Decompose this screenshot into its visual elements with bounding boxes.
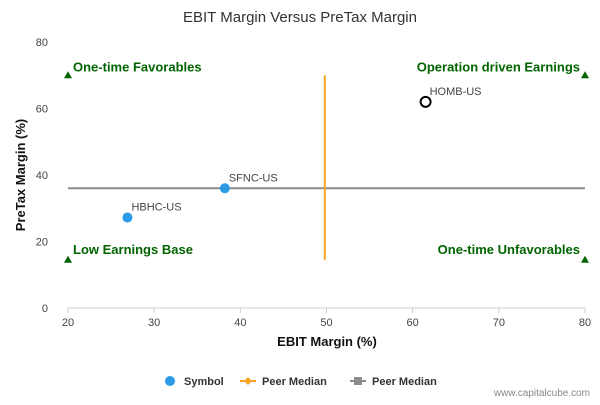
legend-label: Peer Median	[372, 376, 437, 388]
quadrant-label: One-time Favorables	[73, 59, 202, 74]
data-points: HBHC-US SFNC-US HOMB-US	[122, 86, 482, 223]
legend: Symbol Peer Median Peer Median	[165, 376, 437, 388]
x-tick-label: 70	[493, 317, 505, 329]
credit-text: www.capitalcube.com	[493, 388, 590, 399]
y-tick-label: 60	[36, 104, 48, 116]
data-point-label: HBHC-US	[131, 202, 181, 214]
chart-title: EBIT Margin Versus PreTax Margin	[183, 9, 417, 26]
data-point	[122, 212, 133, 223]
legend-circle-icon	[165, 376, 175, 386]
x-tick-label: 60	[407, 317, 419, 329]
x-tick-label: 50	[320, 317, 332, 329]
x-tick-label: 40	[234, 317, 246, 329]
x-axis-label: EBIT Margin (%)	[277, 334, 377, 349]
data-point	[219, 183, 230, 194]
y-tick-label: 80	[36, 37, 48, 49]
axes: 20 30 40 50 60 70 80 0 20 40 60 80	[36, 37, 591, 329]
x-tick-label: 20	[62, 317, 74, 329]
y-tick-label: 20	[36, 237, 48, 249]
quadrant-label: Low Earnings Base	[73, 242, 193, 257]
peer-median-lines	[68, 75, 585, 260]
quadrant-triangle-icon	[64, 255, 72, 263]
y-axis-label: PreTax Margin (%)	[13, 119, 28, 231]
quadrant-triangle-icon	[64, 71, 72, 79]
data-point-label: SFNC-US	[229, 172, 278, 184]
quadrant-triangle-icon	[581, 255, 589, 263]
quadrant-label: One-time Unfavorables	[438, 242, 580, 257]
quadrant-label: Operation driven Earnings	[417, 59, 580, 74]
legend-square-icon	[354, 377, 362, 385]
y-tick-label: 0	[42, 303, 48, 315]
y-tick-label: 40	[36, 170, 48, 182]
quadrant-labels: One-time Favorables Operation driven Earn…	[64, 59, 589, 263]
data-point-label: HOMB-US	[430, 86, 482, 98]
x-tick-label: 30	[148, 317, 160, 329]
quadrant-triangle-icon	[581, 71, 589, 79]
legend-label: Symbol	[184, 376, 224, 388]
data-point	[419, 95, 432, 108]
legend-diamond-icon	[244, 377, 252, 385]
x-tick-label: 80	[579, 317, 591, 329]
legend-label: Peer Median	[262, 376, 327, 388]
